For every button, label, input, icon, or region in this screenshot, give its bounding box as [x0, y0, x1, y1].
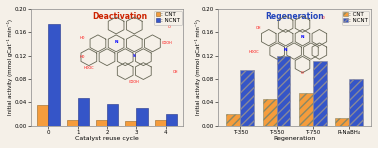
Y-axis label: Initial activity (mmol gCat⁻¹ min⁻¹): Initial activity (mmol gCat⁻¹ min⁻¹) — [195, 19, 201, 115]
Bar — [277, 56, 290, 126]
Bar — [226, 114, 240, 126]
Text: Deactivation: Deactivation — [92, 12, 147, 21]
X-axis label: Catalyst reuse cycle: Catalyst reuse cycle — [75, 136, 139, 141]
Bar — [125, 121, 136, 126]
Text: Regeneration: Regeneration — [265, 12, 324, 21]
Bar — [37, 105, 48, 126]
Bar — [313, 61, 327, 126]
Bar — [263, 99, 277, 126]
Bar — [299, 93, 313, 126]
Bar — [335, 118, 349, 126]
Bar — [67, 120, 78, 126]
Legend: : CNT, : NCNT: : CNT, : NCNT — [154, 11, 182, 25]
Bar — [107, 104, 118, 126]
Legend: : CNT, : NCNT: : CNT, : NCNT — [342, 11, 369, 25]
Bar — [240, 70, 254, 126]
Y-axis label: Initial activity (mmol gCat⁻¹ min⁻¹): Initial activity (mmol gCat⁻¹ min⁻¹) — [7, 19, 13, 115]
Bar — [78, 98, 89, 126]
Bar — [96, 120, 107, 126]
Bar — [155, 120, 166, 126]
Bar — [136, 108, 148, 126]
Bar — [48, 24, 59, 126]
Bar — [166, 114, 177, 126]
X-axis label: Regeneration: Regeneration — [274, 136, 316, 141]
Bar — [349, 79, 363, 126]
